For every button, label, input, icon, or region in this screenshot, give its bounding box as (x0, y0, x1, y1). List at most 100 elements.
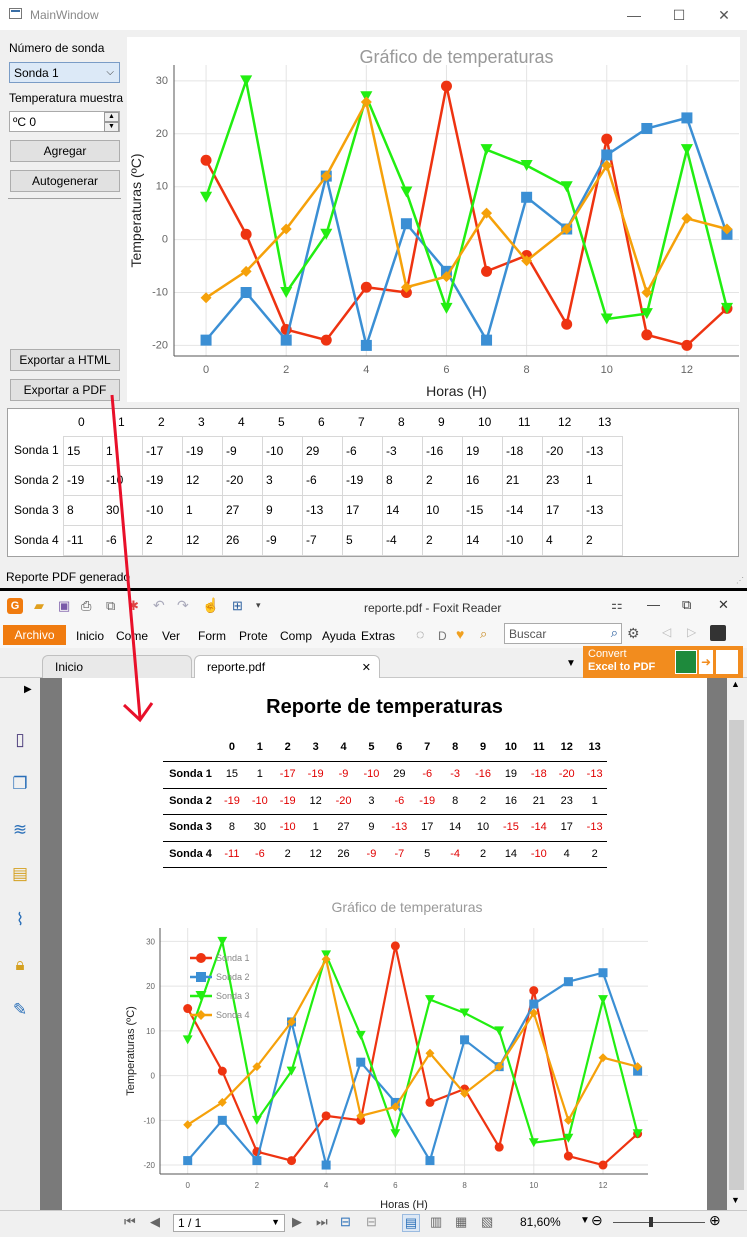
table-cell[interactable]: 29 (303, 436, 343, 466)
hand-tool-icon[interactable]: ☝ (202, 597, 220, 613)
table-cell[interactable]: 3 (263, 466, 303, 496)
table-cell[interactable]: -10 (263, 436, 303, 466)
table-cell[interactable]: 17 (343, 496, 383, 526)
view-icon[interactable]: ⊟ (340, 1214, 351, 1229)
table-cell[interactable]: 14 (383, 496, 423, 526)
table-cell[interactable]: -20 (543, 436, 583, 466)
expand-panel-icon[interactable]: ▶ (24, 684, 32, 695)
search-icon[interactable]: ⌕ (610, 625, 618, 640)
menu-ayuda[interactable]: Ayuda (322, 629, 356, 643)
menu-ver[interactable]: Ver (162, 629, 181, 643)
pages-icon[interactable]: ❐ (12, 774, 28, 793)
table-cell[interactable]: 2 (143, 526, 183, 556)
customize-icon[interactable]: ▾ (256, 600, 261, 610)
comments-icon[interactable]: ▤ (11, 864, 29, 883)
table-cell[interactable]: 8 (63, 496, 103, 526)
tab-reporte[interactable]: reporte.pdf ✕ (194, 655, 380, 678)
prev-page-icon[interactable]: ◀ (150, 1214, 160, 1229)
table-cell[interactable]: -20 (223, 466, 263, 496)
table-cell[interactable]: -10 (103, 466, 143, 496)
user-icon[interactable] (710, 625, 726, 641)
scrollbar-thumb[interactable] (729, 720, 744, 1190)
column-header[interactable]: 10 (478, 415, 492, 429)
table-cell[interactable]: 5 (343, 526, 383, 556)
tab-close-icon[interactable]: ✕ (361, 662, 371, 674)
table-cell[interactable]: 27 (223, 496, 263, 526)
close-button[interactable]: ✕ (718, 7, 730, 23)
menu-compartir[interactable]: Comp (280, 629, 313, 643)
print-icon[interactable]: ⎙ (81, 598, 92, 613)
menu-comentar[interactable]: Come (116, 629, 149, 643)
spin-down-icon[interactable]: ▼ (104, 122, 119, 132)
tab-dropdown-icon[interactable]: ▼ (566, 658, 576, 669)
table-cell[interactable]: 26 (223, 526, 263, 556)
column-header[interactable]: 2 (158, 415, 165, 429)
tell-me-text[interactable]: D (438, 629, 447, 643)
lightbulb-icon[interactable]: ◌ (416, 626, 425, 642)
column-header[interactable]: 11 (518, 415, 531, 429)
table-cell[interactable]: 14 (463, 526, 503, 556)
zoom-dropdown-icon[interactable]: ▼ (580, 1215, 590, 1226)
table-cell[interactable]: -19 (343, 466, 383, 496)
first-page-icon[interactable]: ⏮ (124, 1214, 136, 1229)
column-header[interactable]: 0 (78, 415, 85, 429)
table-cell[interactable]: -13 (303, 496, 343, 526)
table-cell[interactable]: 9 (263, 496, 303, 526)
new-icon[interactable]: ✱ (128, 598, 139, 613)
row-header[interactable]: Sonda 4 (14, 533, 59, 547)
table-cell[interactable]: -10 (503, 526, 543, 556)
table-cell[interactable]: -4 (383, 526, 423, 556)
menu-inicio[interactable]: Inicio (76, 629, 105, 643)
table-cell[interactable]: -13 (583, 496, 623, 526)
save-icon[interactable]: ▣ (58, 598, 71, 613)
row-header[interactable]: Sonda 2 (14, 473, 59, 487)
table-cell[interactable]: 1 (103, 436, 143, 466)
security-lock-icon[interactable]: 🔒︎ (15, 955, 25, 974)
table-cell[interactable]: 8 (383, 466, 423, 496)
find-folder-icon[interactable]: ⌕ (480, 626, 488, 641)
undo-icon[interactable]: ↶ (153, 597, 165, 613)
table-cell[interactable]: -19 (183, 436, 223, 466)
menu-archivo[interactable]: Archivo (3, 625, 66, 645)
redo-icon[interactable]: ↷ (177, 597, 189, 613)
foxit-close-button[interactable]: ✕ (718, 597, 729, 612)
cover-icon[interactable]: ▧ (481, 1214, 494, 1229)
foxit-restore-button[interactable]: ⧉ (682, 597, 692, 612)
column-header[interactable]: 5 (278, 415, 285, 429)
temp-spinbox[interactable]: ºC 0 ▲ ▼ (9, 111, 120, 132)
table-cell[interactable]: -14 (503, 496, 543, 526)
zoom-in-icon[interactable]: ⊕ (709, 1212, 721, 1228)
snapshot-icon[interactable]: ⧉ (106, 598, 116, 613)
menu-extras[interactable]: Extras (361, 629, 396, 643)
spin-up-icon[interactable]: ▲ (104, 112, 119, 122)
grid-icon[interactable]: ⚏ (611, 597, 623, 612)
read-mode-icon[interactable]: ⊞ (232, 598, 243, 613)
table-cell[interactable]: 10 (423, 496, 463, 526)
single-page-icon[interactable]: ▤ (402, 1214, 420, 1232)
zoom-slider-thumb[interactable] (649, 1217, 653, 1227)
minimize-button[interactable]: — (627, 7, 641, 23)
search-input[interactable]: Buscar ⌕ (504, 623, 622, 644)
table-cell[interactable]: -19 (143, 466, 183, 496)
zoom-out-icon[interactable]: ⊖ (591, 1212, 603, 1228)
column-header[interactable]: 13 (598, 415, 612, 429)
signature-icon[interactable]: ✎ (12, 1000, 28, 1019)
row-header[interactable]: Sonda 3 (14, 503, 59, 517)
column-header[interactable]: 12 (558, 415, 572, 429)
menu-formulario[interactable]: Form (198, 629, 226, 643)
data-table[interactable]: 0 1 2 3 4 5 6 7 8 9 10 11 12 13 Sonda 1 15 1 -17 -19 -9 -10 2… (7, 408, 739, 557)
table-cell[interactable]: 15 (63, 436, 103, 466)
facing-icon[interactable]: ▦ (455, 1214, 468, 1229)
view2-icon[interactable]: ⊟ (366, 1214, 377, 1229)
page-icon[interactable]: ▯ (15, 730, 25, 749)
convert-excel-banner[interactable]: Convert Excel to PDF ➜ (583, 646, 743, 678)
tab-inicio[interactable]: Inicio (42, 655, 192, 678)
table-cell[interactable]: 2 (583, 526, 623, 556)
resize-grip-icon[interactable]: ⋰ (736, 576, 744, 585)
table-cell[interactable]: 1 (583, 466, 623, 496)
table-cell[interactable]: -19 (63, 466, 103, 496)
table-cell[interactable]: -17 (143, 436, 183, 466)
back-arrow-icon[interactable]: ◁ (662, 625, 672, 639)
scroll-up-icon[interactable]: ▲ (731, 679, 740, 689)
table-cell[interactable]: -16 (423, 436, 463, 466)
